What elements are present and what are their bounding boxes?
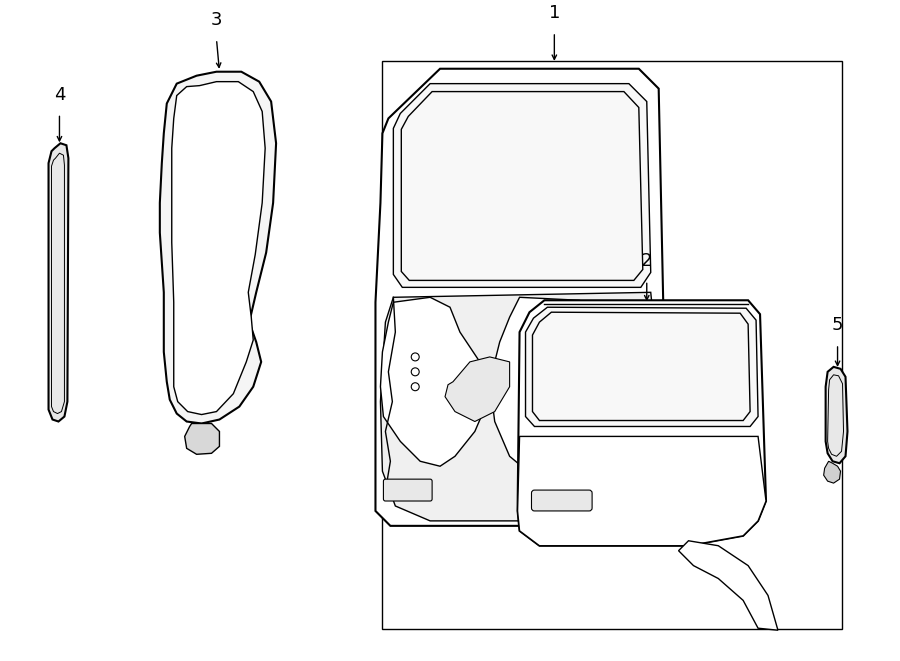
Text: 5: 5	[832, 316, 843, 334]
Polygon shape	[381, 297, 490, 466]
Polygon shape	[184, 424, 220, 454]
Text: 1: 1	[549, 4, 560, 22]
Polygon shape	[490, 297, 653, 489]
Polygon shape	[381, 292, 657, 521]
Polygon shape	[375, 69, 663, 526]
Polygon shape	[825, 367, 848, 463]
Polygon shape	[518, 300, 766, 546]
FancyBboxPatch shape	[383, 479, 432, 501]
Polygon shape	[445, 357, 509, 422]
Polygon shape	[518, 436, 766, 546]
Polygon shape	[160, 71, 276, 424]
Text: 4: 4	[54, 85, 65, 104]
Polygon shape	[526, 307, 758, 426]
Text: 2: 2	[641, 253, 652, 270]
FancyBboxPatch shape	[532, 490, 592, 511]
Polygon shape	[172, 82, 266, 414]
Polygon shape	[49, 143, 68, 422]
Polygon shape	[393, 84, 651, 288]
Bar	[382, 61, 842, 629]
Text: 3: 3	[211, 11, 222, 29]
Polygon shape	[679, 541, 778, 630]
Polygon shape	[824, 461, 841, 483]
